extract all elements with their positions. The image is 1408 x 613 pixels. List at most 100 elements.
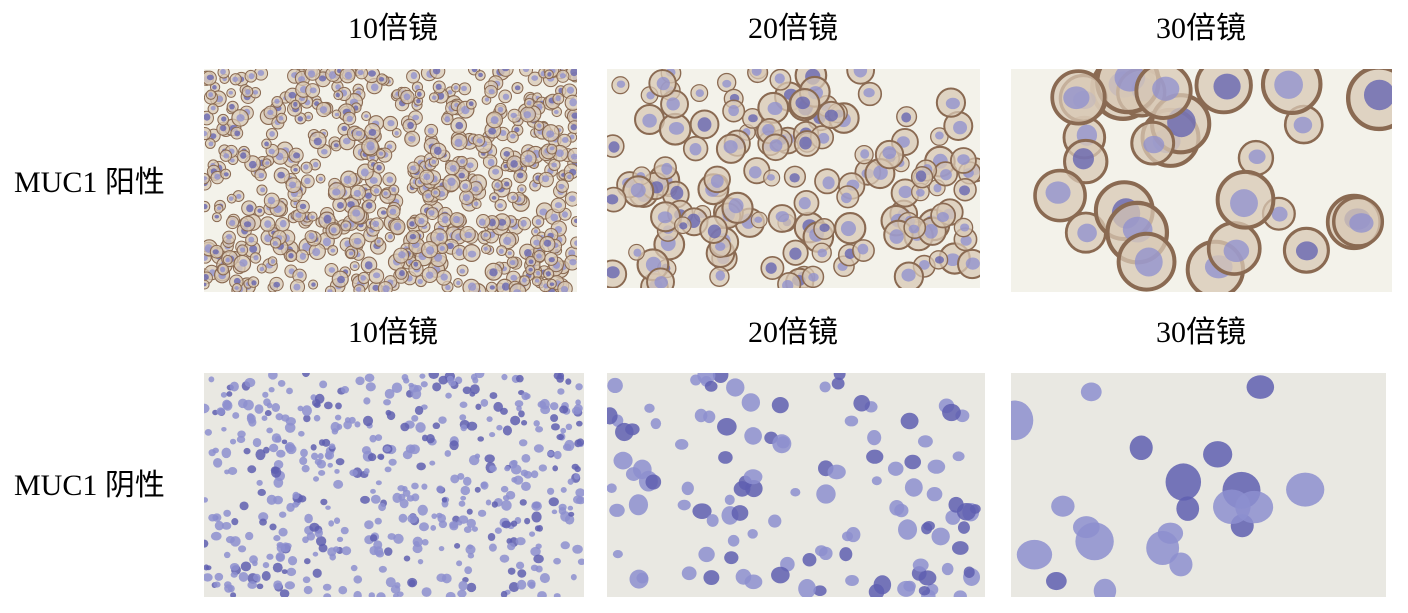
cell-nucleus [431,513,438,519]
cell [507,567,516,575]
cell [761,133,790,162]
cell-nucleus [222,399,232,410]
cell [290,164,301,175]
cell-nucleus [388,458,397,466]
cell-nucleus [229,438,237,445]
cell-nucleus [208,376,215,383]
cell-nucleus [771,566,790,584]
cell [353,284,366,292]
cell [288,147,304,163]
cell-nucleus [726,378,745,397]
cell-nucleus [844,415,859,427]
cell-nucleus [1080,382,1102,402]
cell [466,508,473,515]
cell [918,570,937,586]
cell [1215,169,1276,230]
cell [470,373,478,381]
cell-nucleus [572,544,583,554]
cell-nucleus [799,136,812,150]
cell-nucleus [403,377,410,384]
cell [397,485,406,492]
cell [266,427,273,434]
cell [204,539,209,548]
cell [852,239,875,262]
cell-nucleus [919,259,930,270]
cell [299,456,308,466]
cell [336,536,344,542]
cell [523,97,535,109]
cell-nucleus [554,202,563,209]
cell [563,172,574,182]
cell [472,134,486,147]
cell-nucleus [262,391,269,398]
cell [449,212,465,228]
cell [827,464,846,480]
cell [432,80,446,94]
cell [625,467,642,481]
cell-nucleus [410,165,417,171]
cell [546,278,557,289]
cell-nucleus [288,181,297,189]
cell-nucleus [570,573,577,581]
cell [927,459,946,474]
cell-nucleus [304,558,311,565]
cell [217,69,230,79]
cell [220,391,228,398]
cell [1063,138,1109,185]
cell [340,385,350,394]
cell-nucleus [454,542,461,549]
cell-nucleus [470,373,478,381]
cell [519,499,527,506]
cell-nucleus [384,388,395,399]
cell-nucleus [378,502,386,512]
cell-nucleus [555,95,561,102]
cell [790,488,801,497]
cell [278,527,288,537]
cell [311,452,319,460]
cell-nucleus [733,481,751,497]
cell-nucleus [536,271,541,276]
cell-nucleus [1203,441,1233,468]
cell-nucleus [472,186,479,192]
cell-nucleus [391,382,403,394]
cell-nucleus [692,503,712,519]
cell [519,106,536,123]
cell-nucleus [477,509,487,517]
cell-nucleus [866,449,884,464]
cell-nucleus [320,498,328,506]
cell-nucleus [867,430,882,446]
cell [489,465,497,472]
cell-nucleus [488,89,495,95]
cell-nucleus [502,425,513,436]
caption-positive-20x: 20倍镜 [748,12,838,45]
cell [263,192,280,209]
cell-nucleus [698,546,715,563]
cell [204,497,208,503]
cell [931,527,950,546]
cell [314,393,325,404]
cell-nucleus [238,571,249,582]
cell-nucleus [915,188,925,197]
cell [281,439,288,445]
cell [612,550,623,559]
cell-nucleus [435,83,442,90]
cell [369,534,378,542]
cell-nucleus [221,447,232,459]
cell-nucleus [466,162,474,169]
cell [331,270,349,288]
cell-nucleus [240,561,252,572]
cell-nucleus [559,73,566,79]
cell-nucleus [236,435,246,444]
cell [549,402,559,411]
cell-nucleus [873,575,892,595]
cell-nucleus [409,444,420,455]
cell-nucleus [265,161,270,165]
cell [533,250,546,263]
cell-nucleus [808,272,819,282]
cell-nucleus [328,267,336,273]
cell-nucleus [534,525,541,532]
cell [491,179,503,191]
cell-nucleus [431,159,437,165]
micrograph-negative-20x-image [607,373,985,597]
cell [462,386,472,395]
